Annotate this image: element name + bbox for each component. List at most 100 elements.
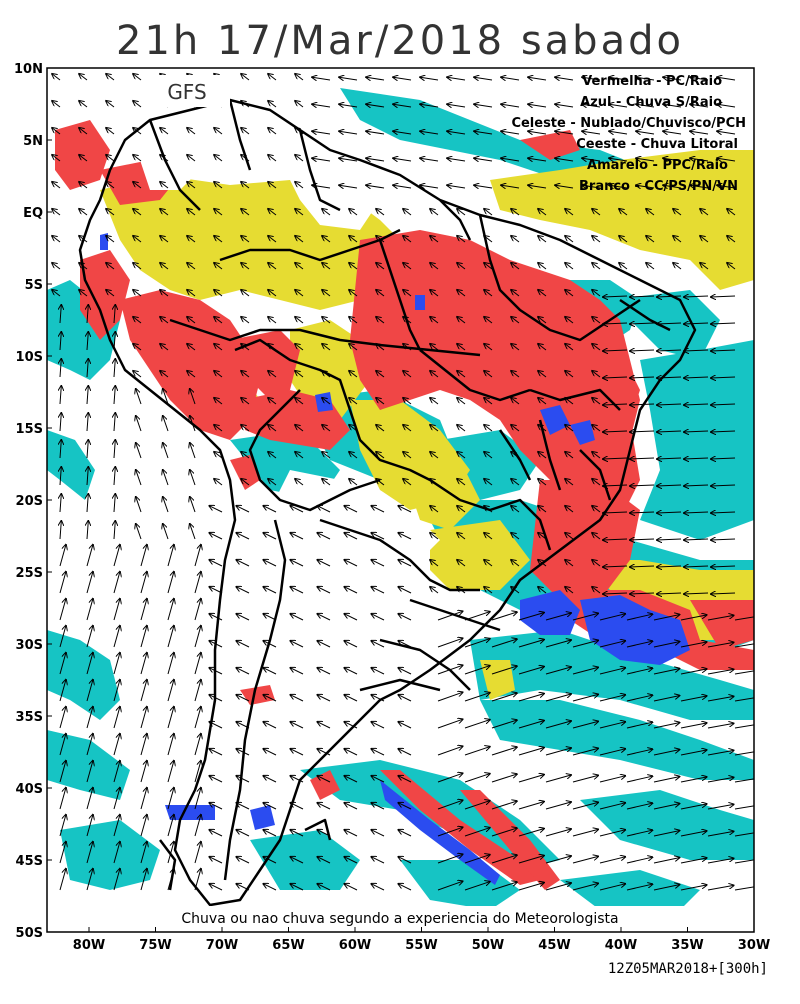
wind-arrow — [599, 884, 625, 891]
wind-arrow — [160, 344, 169, 351]
lon-label: 70W — [206, 938, 238, 953]
wind-arrow — [140, 626, 147, 648]
wind-arrow — [140, 680, 147, 702]
wind-arrow — [160, 209, 169, 216]
wind-arrow — [653, 750, 679, 756]
wind-arrow — [538, 452, 547, 459]
wind-arrow — [734, 859, 754, 864]
wind-arrow — [295, 290, 304, 297]
wind-arrow — [114, 494, 115, 513]
wind-arrow — [626, 722, 652, 729]
wind-arrow — [457, 398, 466, 405]
wind-arrow — [241, 452, 250, 459]
wind-arrow — [491, 828, 517, 837]
wind-arrow — [113, 788, 120, 810]
wind-arrow — [592, 344, 601, 351]
wind-arrow — [194, 788, 201, 810]
wind-arrow — [599, 830, 625, 837]
wind-arrow — [582, 158, 601, 161]
wind-arrow — [403, 236, 412, 243]
blue-rain-areas — [100, 233, 690, 885]
wind-arrow — [106, 209, 115, 216]
wind-arrow — [663, 158, 682, 161]
wind-arrow — [136, 443, 142, 459]
wind-arrow — [447, 104, 466, 107]
wind-arrow — [582, 104, 601, 107]
wind-arrow — [376, 398, 385, 405]
wind-arrow — [538, 479, 547, 486]
wind-arrow — [398, 614, 412, 621]
wind-arrow — [214, 371, 223, 378]
wind-arrow — [398, 722, 412, 729]
wind-arrow — [339, 131, 358, 134]
wind-arrow — [322, 452, 331, 459]
wind-arrow — [190, 443, 196, 459]
wind-arrow — [59, 707, 66, 729]
wind-arrow — [572, 667, 598, 675]
wind-arrow — [711, 377, 736, 378]
wind-arrow — [592, 317, 601, 324]
wind-arrow — [376, 425, 385, 432]
wind-arrow — [626, 884, 652, 891]
wind-arrow — [484, 371, 493, 378]
wind-arrow — [236, 749, 250, 756]
wind-arrow — [464, 720, 490, 729]
wind-arrow — [528, 185, 547, 188]
wind-arrow — [592, 209, 601, 216]
wind-arrow — [79, 290, 88, 297]
wind-arrow — [60, 440, 61, 459]
wind-arrow — [214, 236, 223, 243]
wind-arrow — [114, 467, 115, 486]
wind-arrow — [636, 158, 655, 161]
wind-arrow — [484, 452, 493, 459]
wind-arrow — [653, 777, 679, 783]
wind-arrow — [241, 128, 250, 135]
wind-arrow — [592, 290, 601, 297]
wind-arrow — [680, 696, 707, 702]
wind-arrow — [545, 856, 571, 864]
wind-arrow — [236, 533, 250, 540]
wind-arrow — [599, 722, 625, 729]
wind-arrow — [295, 209, 304, 216]
wind-arrow — [555, 77, 574, 80]
wind-arrow — [572, 640, 598, 648]
wind-arrow — [133, 101, 142, 108]
wind-arrow — [371, 533, 385, 540]
wind-arrow — [565, 209, 574, 216]
wind-arrow — [437, 638, 463, 648]
wind-arrow — [727, 209, 736, 216]
wind-arrow — [344, 533, 358, 540]
wind-arrow — [657, 431, 682, 432]
wind-arrow — [214, 479, 223, 486]
wind-arrow — [295, 479, 304, 486]
wind-arrow — [167, 599, 174, 621]
wind-arrow — [263, 560, 277, 567]
wind-arrow — [79, 209, 88, 216]
wind-arrow — [565, 236, 574, 243]
wind-arrow — [113, 653, 120, 675]
lon-label: 40W — [605, 938, 637, 953]
wind-arrow — [599, 749, 625, 756]
wind-arrow — [140, 653, 147, 675]
wind-arrow — [140, 761, 147, 783]
wind-arrow — [398, 641, 412, 648]
wind-arrow — [565, 425, 574, 432]
wind-arrow — [491, 720, 517, 729]
wind-arrow — [263, 830, 277, 837]
wind-arrow — [371, 587, 385, 594]
wind-arrow — [140, 869, 147, 891]
wind-arrow — [113, 680, 120, 702]
wind-arrow — [160, 182, 169, 189]
wind-arrow — [511, 209, 520, 216]
wind-arrow — [474, 185, 493, 188]
wind-arrow — [349, 209, 358, 216]
wind-arrow — [491, 801, 517, 810]
wind-arrow — [518, 883, 544, 891]
wind-arrow — [457, 425, 466, 432]
wind-arrow — [511, 317, 520, 324]
wind-arrow — [114, 386, 115, 405]
wind-arrow — [398, 857, 412, 864]
wind-arrow — [52, 128, 61, 135]
wind-arrow — [79, 74, 88, 81]
wind-arrow — [190, 524, 196, 540]
